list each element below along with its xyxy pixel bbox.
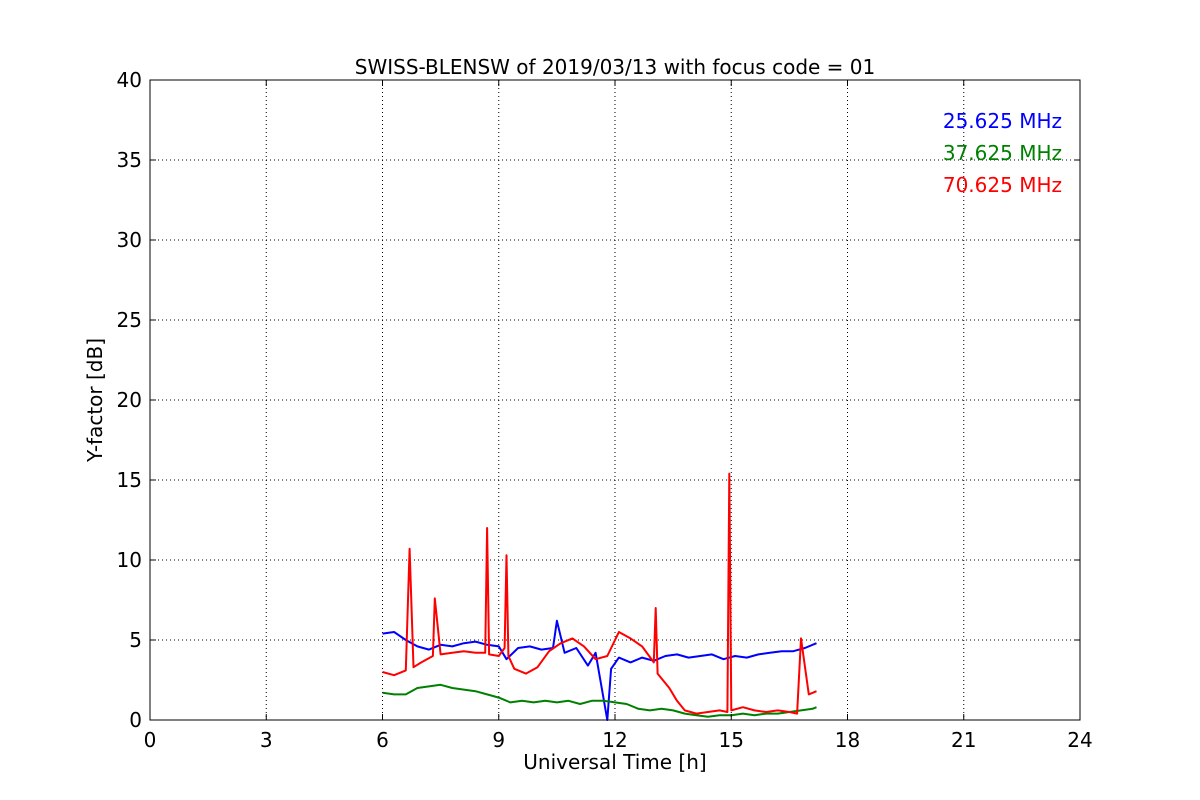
series-layer (382, 472, 817, 721)
x-tick-label: 24 (1067, 728, 1092, 752)
legend-entry: 70.625 MHz (943, 173, 1062, 197)
legend: 25.625 MHz 37.625 MHz 70.625 MHz (943, 109, 1062, 197)
series-line (382, 683, 817, 718)
y-tick-label: 5 (129, 628, 142, 652)
x-tick-label: 21 (951, 728, 976, 752)
x-tick-label: 12 (602, 728, 627, 752)
series-line (382, 619, 817, 721)
x-tick-label: 6 (376, 728, 389, 752)
chart-title: SWISS-BLENSW of 2019/03/13 with focus co… (355, 55, 876, 79)
y-tick-label: 25 (117, 308, 142, 332)
y-tick-label: 20 (117, 388, 142, 412)
y-tick-label: 15 (117, 468, 142, 492)
x-tick-label: 9 (492, 728, 505, 752)
y-tick-label: 35 (117, 148, 142, 172)
y-tick-label: 40 (117, 68, 142, 92)
ticks: 0 3 6 9 12 15 18 21 24 0 5 10 15 20 25 30 35 40 (117, 68, 1093, 752)
y-tick-label: 0 (129, 708, 142, 732)
legend-entry: 25.625 MHz (943, 109, 1062, 133)
y-axis-label: Y-factor [dB] (83, 338, 107, 463)
legend-entry: 37.625 MHz (943, 141, 1062, 165)
x-tick-label: 0 (144, 728, 157, 752)
x-tick-label: 18 (835, 728, 860, 752)
series-line (382, 472, 817, 715)
x-tick-label: 15 (719, 728, 744, 752)
x-axis-label: Universal Time [h] (523, 750, 706, 774)
x-tick-label: 3 (260, 728, 273, 752)
y-tick-label: 30 (117, 228, 142, 252)
y-tick-label: 10 (117, 548, 142, 572)
